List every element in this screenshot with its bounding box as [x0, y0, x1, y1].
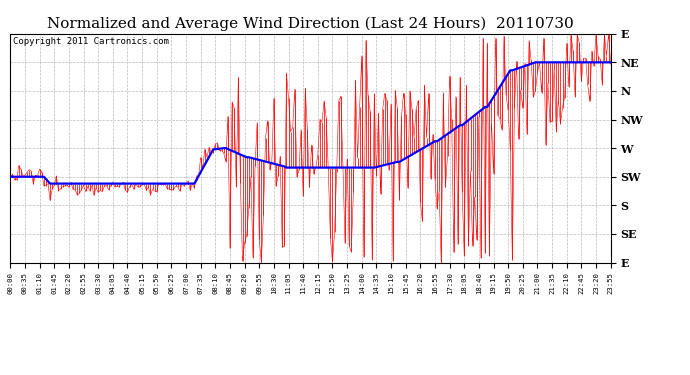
Title: Normalized and Average Wind Direction (Last 24 Hours)  20110730: Normalized and Average Wind Direction (L…	[47, 17, 574, 31]
Text: Copyright 2011 Cartronics.com: Copyright 2011 Cartronics.com	[13, 37, 169, 46]
